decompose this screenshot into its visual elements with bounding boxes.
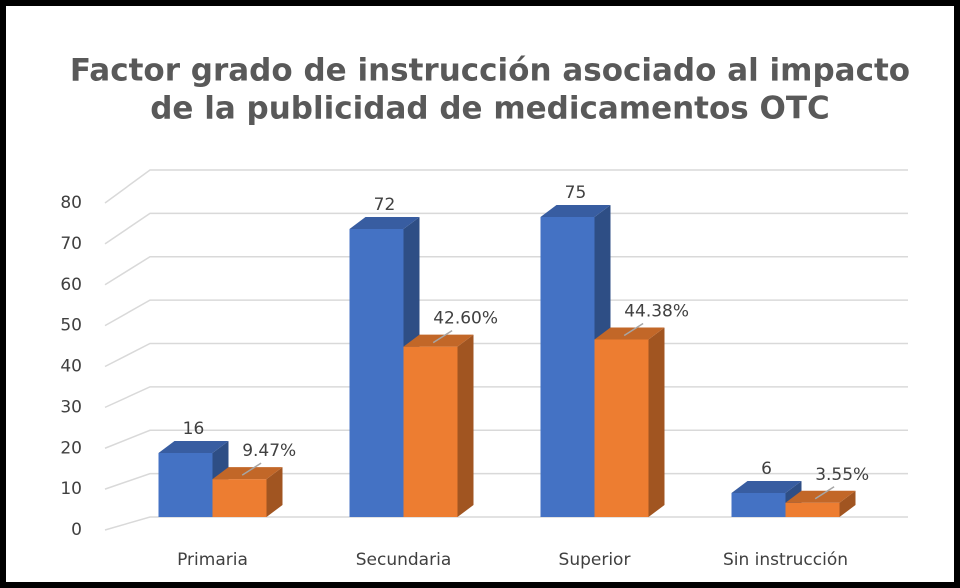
leader-line	[241, 462, 262, 476]
value-label: 44.38%	[624, 301, 689, 321]
bar-front	[212, 479, 267, 517]
leader-line	[623, 322, 644, 337]
grid-line	[104, 169, 908, 204]
grid-line	[104, 516, 908, 531]
bar-top	[540, 205, 611, 217]
y-tick-label: 10	[60, 479, 82, 499]
bar-side	[648, 327, 665, 517]
value-label: 16	[183, 419, 205, 439]
leader-line	[814, 486, 835, 500]
bar-front	[785, 502, 840, 517]
bar	[594, 327, 665, 517]
bar-top	[785, 490, 856, 503]
bar-front	[349, 229, 404, 517]
bar	[212, 467, 283, 517]
bar-side	[266, 467, 283, 517]
grid-line	[104, 212, 908, 245]
y-tick-label: 20	[60, 438, 82, 458]
value-label: 6	[761, 459, 772, 479]
y-tick-label: 0	[71, 520, 82, 540]
y-tick-label: 60	[60, 275, 82, 295]
chart-title: de la publicidad de medicamentos OTC	[150, 91, 830, 127]
bar-front	[594, 339, 649, 517]
y-tick-label: 70	[60, 234, 82, 254]
bar-top	[731, 481, 802, 493]
value-label: 9.47%	[242, 441, 296, 461]
y-tick-label: 40	[60, 357, 82, 377]
bar-top	[594, 327, 665, 340]
bar-top	[403, 334, 474, 347]
x-tick-label: Primaria	[177, 550, 248, 570]
bar-front	[403, 346, 458, 517]
grid-line	[104, 299, 908, 327]
bar-front	[158, 453, 213, 517]
bar-side	[839, 490, 856, 517]
value-label: 75	[565, 183, 587, 203]
y-tick-label: 80	[60, 193, 82, 213]
leader-line	[432, 329, 453, 344]
bar-front	[540, 217, 595, 517]
bar	[403, 334, 474, 517]
value-label: 42.60%	[433, 309, 498, 329]
bar-top	[158, 441, 229, 453]
chart-title: Factor grado de instrucción asociado al …	[70, 53, 910, 89]
bar	[785, 490, 856, 517]
value-label: 3.55%	[815, 465, 869, 485]
bar-top	[349, 217, 420, 229]
bar-front	[731, 493, 786, 517]
x-tick-label: Sin instrucción	[723, 550, 848, 570]
grid-line	[104, 256, 908, 286]
x-tick-label: Secundaria	[356, 550, 451, 570]
bar-side	[457, 334, 474, 517]
value-label: 72	[374, 195, 396, 215]
y-tick-label: 50	[60, 316, 82, 336]
x-tick-label: Superior	[559, 550, 631, 570]
y-tick-label: 30	[60, 397, 82, 417]
bar-top	[212, 467, 283, 480]
